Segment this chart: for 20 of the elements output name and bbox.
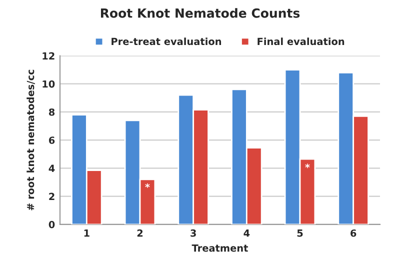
y-tick-label: 6 bbox=[48, 136, 55, 144]
x-tick-label: 5 bbox=[297, 230, 303, 237]
y-tick-label: 12 bbox=[42, 52, 54, 60]
y-tick-label: 10 bbox=[42, 80, 55, 88]
chart-title: Root Knot Nematode Counts bbox=[100, 8, 300, 18]
x-tick-label: 3 bbox=[190, 229, 196, 237]
y-tick-label: 4 bbox=[48, 164, 55, 172]
x-axis-title: Treatment bbox=[192, 244, 248, 252]
y-tick-label: 0 bbox=[48, 220, 55, 228]
x-tick-label: 4 bbox=[244, 230, 250, 237]
annotation: * bbox=[145, 183, 150, 188]
legend-label: Final evaluation bbox=[258, 38, 344, 46]
x-tick-label: 1 bbox=[84, 230, 90, 237]
annotation: * bbox=[305, 164, 310, 168]
x-tick-label: 2 bbox=[137, 229, 143, 237]
x-tick-label: 6 bbox=[350, 229, 356, 237]
y-axis-title: # root knot nematodes/cc bbox=[26, 70, 35, 210]
y-tick-label: 8 bbox=[48, 108, 55, 116]
y-tick-label: 2 bbox=[49, 192, 54, 200]
legend-label: Pre-treat evaluation bbox=[112, 38, 222, 46]
